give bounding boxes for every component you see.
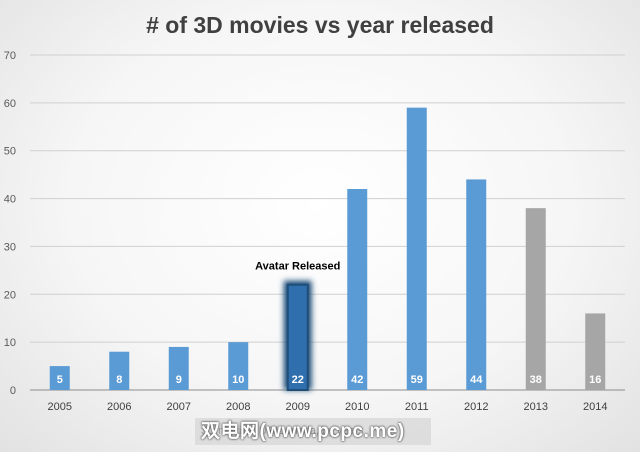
data-label: 16 [589,374,601,386]
data-labels: 5 8 9 10 22 42 59 44 38 16 [57,374,602,386]
bar-2008 [228,342,249,390]
bar-2012 [466,179,487,390]
bar-2013 [525,208,546,390]
y-tick-label: 20 [4,289,16,301]
y-tick-label: 10 [4,337,16,349]
x-tick-label: 2007 [167,401,191,413]
bar-2010 [347,189,368,390]
data-label: 44 [470,374,483,386]
bar-2007 [168,346,189,390]
y-tick-label: 0 [10,385,16,397]
bar-2006 [109,351,130,390]
x-tick-label: 2013 [524,401,548,413]
bar-2005 [49,366,70,390]
y-tick-label: 50 [4,146,16,158]
chart-title: # of 3D movies vs year released [146,12,494,38]
bars [49,107,606,392]
y-tick-label: 40 [4,194,16,206]
bar-2009 [286,283,309,392]
x-axis-ticks: 2005 2006 2007 2008 2009 2010 2011 2012 2013 2014 [48,401,608,413]
data-label: 22 [292,374,304,386]
x-tick-label: 2005 [48,401,72,413]
data-label: 42 [351,374,363,386]
watermark: 3D movies, US/Canada, by years 双电网(www.p… [195,418,431,445]
data-label: 38 [530,374,542,386]
y-tick-label: 30 [4,241,16,253]
watermark-caption: 3D movies, US/Canada, by years [201,425,364,437]
y-axis-ticks: 0 10 20 30 40 50 60 70 [4,50,16,397]
data-label: 5 [57,374,63,386]
data-label: 9 [176,374,182,386]
x-tick-label: 2010 [345,401,369,413]
y-tick-label: 60 [4,98,16,110]
data-label: 10 [232,374,244,386]
x-tick-label: 2011 [405,401,429,413]
data-label: 8 [116,374,122,386]
x-tick-label: 2012 [464,401,488,413]
y-tick-label: 70 [4,50,16,62]
bar-2011 [406,107,427,391]
bar-2014 [585,313,606,390]
x-tick-label: 2009 [286,401,310,413]
watermark-overlay: 双电网(www.pcpc.me) [201,421,405,442]
data-label: 59 [411,374,423,386]
annotation-avatar-released: Avatar Released [255,261,340,273]
x-tick-label: 2014 [583,401,607,413]
x-tick-label: 2006 [107,401,131,413]
x-tick-label: 2008 [226,401,250,413]
